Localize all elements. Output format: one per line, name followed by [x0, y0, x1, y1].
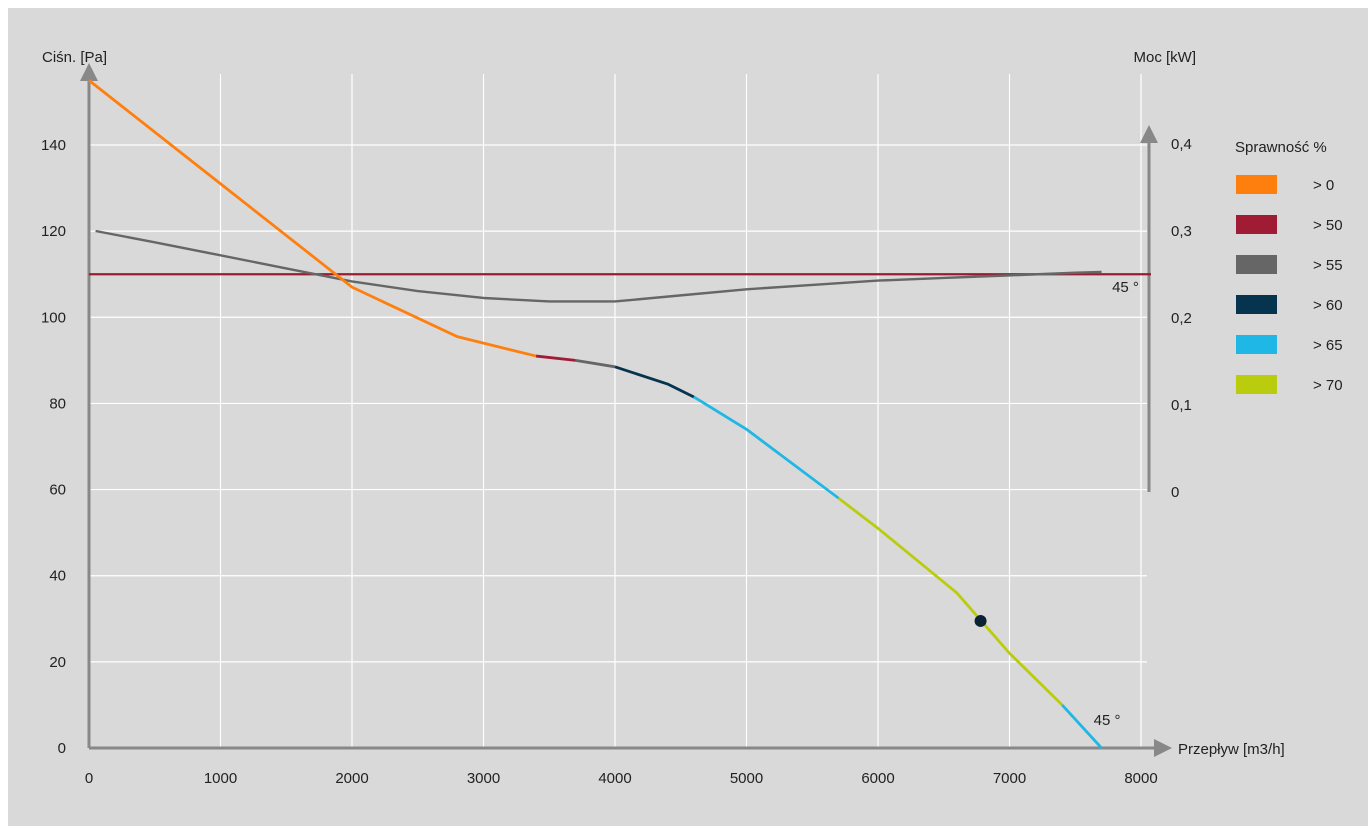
pressure-curve-segment-4 — [614, 365, 695, 399]
x-tick-label: 3000 — [467, 770, 500, 787]
pressure-curve-segment-6 — [837, 497, 1064, 706]
x-tick-label: 8000 — [1124, 770, 1157, 787]
series — [88, 79, 1151, 749]
operating-point-marker — [974, 614, 987, 627]
y2-tick-label: 0,2 — [1171, 310, 1192, 327]
x-tick-label: 1000 — [204, 770, 237, 787]
axes — [80, 63, 1172, 757]
legend-swatch — [1236, 175, 1277, 194]
legend-title: Sprawność % — [1235, 139, 1327, 156]
y2-tick-label: 0 — [1171, 484, 1179, 501]
legend-swatch — [1236, 215, 1277, 234]
pressure-power-chart: 0 1000 2000 3000 4000 5000 6000 7000 80000204060… — [41, 49, 1343, 787]
x-tick-label: 6000 — [861, 770, 894, 787]
legend-swatch — [1236, 255, 1277, 274]
x-tick-label: 2000 — [335, 770, 368, 787]
y2-tick-label: 0,1 — [1171, 397, 1192, 414]
pressure-curve-segment-5 — [693, 395, 840, 500]
legend-label: > 70 — [1313, 377, 1343, 394]
grid — [89, 74, 1147, 748]
y-tick-label: 0 — [58, 740, 66, 757]
legend-swatch — [1236, 375, 1277, 394]
legend-label: > 0 — [1313, 177, 1334, 194]
legend: > 0 > 50 > 55 > 60 > 65 > 70 — [1236, 175, 1343, 394]
power-curve — [95, 229, 1102, 303]
pressure-curve-segment-3 — [575, 358, 616, 369]
y2-tick-label: 0,3 — [1171, 223, 1192, 240]
legend-label: > 65 — [1313, 337, 1343, 354]
chart-panel: 0 1000 2000 3000 4000 5000 6000 7000 8000 0 20 40 60… — [8, 8, 1368, 826]
y-tick-label: 40 — [49, 568, 66, 585]
y2-tick-label: 0,4 — [1171, 136, 1192, 153]
legend-label: > 50 — [1313, 217, 1343, 234]
angle-annotation-1: 45 ° — [1112, 279, 1139, 296]
y-tick-label: 20 — [49, 654, 66, 671]
y-tick-label: 120 — [41, 223, 66, 240]
x-tick-label: 4000 — [598, 770, 631, 787]
y-tick-label: 140 — [41, 137, 66, 154]
y-tick-label: 100 — [41, 309, 66, 326]
y-axis-title: Ciśn. [Pa] — [42, 49, 107, 66]
x-tick-label: 7000 — [993, 770, 1026, 787]
tick-labels: 0 1000 2000 3000 4000 5000 6000 7000 80000204060… — [41, 136, 1192, 787]
legend-swatch — [1236, 335, 1277, 354]
y-tick-label: 80 — [49, 395, 66, 412]
x-axis-title: Przepływ [m3/h] — [1178, 741, 1285, 758]
pressure-curve-segment-7 — [1061, 703, 1103, 749]
legend-swatch — [1236, 295, 1277, 314]
y2-axis-title: Moc [kW] — [1134, 49, 1197, 66]
marks: 45 ° 45 ° — [974, 279, 1139, 729]
y-tick-label: 60 — [49, 482, 66, 499]
angle-annotation-2: 45 ° — [1094, 712, 1121, 729]
legend-label: > 55 — [1313, 257, 1343, 274]
x-tick-label: 0 — [85, 770, 93, 787]
pressure-curve-segment-2 — [535, 354, 576, 362]
x-tick-label: 5000 — [730, 770, 763, 787]
legend-label: > 60 — [1313, 297, 1343, 314]
pressure-curve-segment-1 — [88, 79, 537, 358]
